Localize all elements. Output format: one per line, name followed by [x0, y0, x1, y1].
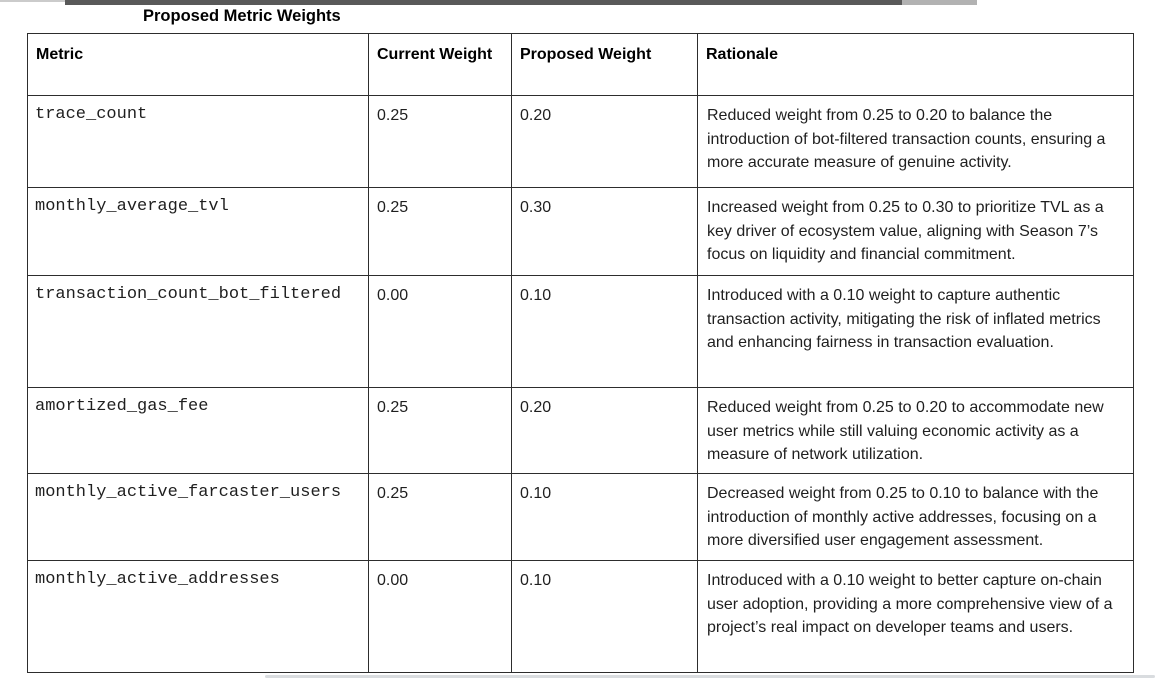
proposed-weight-cell: 0.20	[511, 95, 698, 188]
metric-cell: transaction_count_bot_filtered	[27, 275, 369, 388]
table-row: monthly_active_farcaster_users 0.25 0.10…	[27, 473, 1134, 561]
table-row: trace_count 0.25 0.20 Reduced weight fro…	[27, 95, 1134, 188]
proposed-weight-cell: 0.10	[511, 275, 698, 388]
current-weight-cell: 0.25	[368, 387, 512, 474]
metric-cell: monthly_active_farcaster_users	[27, 473, 369, 561]
table-row: monthly_average_tvl 0.25 0.30 Increased …	[27, 187, 1134, 276]
table-row: transaction_count_bot_filtered 0.00 0.10…	[27, 275, 1134, 388]
column-header-metric: Metric	[27, 33, 369, 96]
rationale-cell: Decreased weight from 0.25 to 0.10 to ba…	[697, 473, 1134, 561]
clipped-top-bar-light	[902, 0, 977, 5]
table-title: Proposed Metric Weights	[143, 7, 341, 25]
metric-cell: amortized_gas_fee	[27, 387, 369, 474]
proposed-weight-cell: 0.10	[511, 473, 698, 561]
proposed-weight-cell: 0.30	[511, 187, 698, 276]
proposed-weight-cell: 0.20	[511, 387, 698, 474]
current-weight-cell: 0.25	[368, 187, 512, 276]
column-header-proposed-weight: Proposed Weight	[511, 33, 698, 96]
column-header-rationale: Rationale	[697, 33, 1134, 96]
rationale-cell: Reduced weight from 0.25 to 0.20 to bala…	[697, 95, 1134, 188]
column-header-current-weight: Current Weight	[368, 33, 512, 96]
current-weight-cell: 0.25	[368, 473, 512, 561]
rationale-cell: Increased weight from 0.25 to 0.30 to pr…	[697, 187, 1134, 276]
rationale-cell: Introduced with a 0.10 weight to capture…	[697, 275, 1134, 388]
metric-cell: trace_count	[27, 95, 369, 188]
rationale-cell: Introduced with a 0.10 weight to better …	[697, 560, 1134, 673]
current-weight-cell: 0.00	[368, 560, 512, 673]
current-weight-cell: 0.25	[368, 95, 512, 188]
table-row: monthly_active_addresses 0.00 0.10 Intro…	[27, 560, 1134, 673]
table-row: amortized_gas_fee 0.25 0.20 Reduced weig…	[27, 387, 1134, 474]
proposed-weight-cell: 0.10	[511, 560, 698, 673]
metric-cell: monthly_active_addresses	[27, 560, 369, 673]
clipped-bottom-rule	[265, 675, 1155, 678]
rationale-cell: Reduced weight from 0.25 to 0.20 to acco…	[697, 387, 1134, 474]
table-header-row: Metric Current Weight Proposed Weight Ra…	[27, 33, 1134, 96]
current-weight-cell: 0.00	[368, 275, 512, 388]
metric-cell: monthly_average_tvl	[27, 187, 369, 276]
metric-weights-table: Metric Current Weight Proposed Weight Ra…	[27, 33, 1134, 673]
clipped-top-bar-dark	[65, 0, 902, 5]
